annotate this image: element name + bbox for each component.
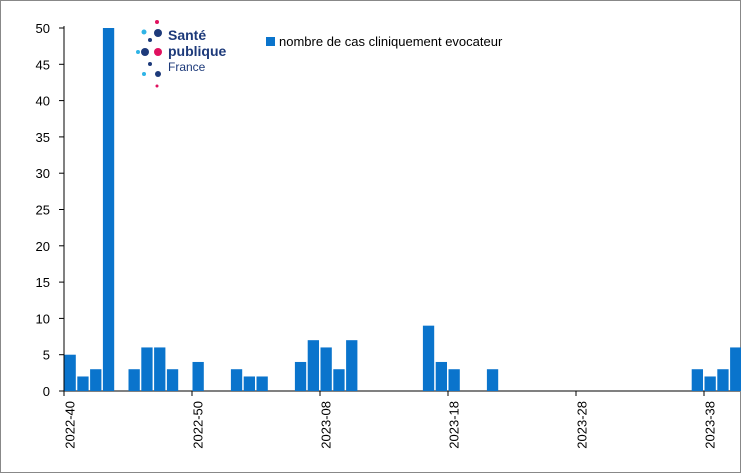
y-tick-label: 30 <box>36 166 50 181</box>
y-tick-label: 0 <box>43 384 50 399</box>
y-tick-label: 10 <box>36 311 50 326</box>
logo-dot <box>155 20 159 24</box>
bar <box>128 369 140 391</box>
bar <box>346 340 358 391</box>
bar <box>102 28 115 391</box>
y-tick-label: 20 <box>36 239 50 254</box>
legend-swatch <box>266 37 275 46</box>
x-tick-label: 2022-50 <box>190 401 205 449</box>
bar <box>64 354 76 391</box>
y-tick-label: 35 <box>36 130 50 145</box>
x-tick-label: 2023-08 <box>318 401 333 449</box>
bar <box>256 376 268 391</box>
logo-dot <box>148 38 152 42</box>
legend-label: nombre de cas cliniquement evocateur <box>279 34 503 49</box>
logo-dot <box>141 48 149 56</box>
bar <box>243 376 255 391</box>
logo-dot <box>136 50 140 54</box>
bar <box>730 347 741 391</box>
y-tick-label: 5 <box>43 348 50 363</box>
logo-dot <box>154 29 162 37</box>
bar <box>294 361 307 391</box>
y-tick-label: 25 <box>36 203 50 218</box>
bar <box>486 369 499 391</box>
bar <box>307 340 319 391</box>
bar <box>154 347 166 391</box>
bar <box>448 369 460 391</box>
bar <box>435 361 447 391</box>
bar <box>230 369 243 391</box>
bar <box>192 361 204 391</box>
bar <box>422 325 435 391</box>
logo-dot <box>142 72 146 76</box>
bar <box>691 369 703 391</box>
bar <box>77 376 89 391</box>
bar <box>333 369 345 391</box>
bar <box>320 347 332 391</box>
logo-dot <box>148 62 152 66</box>
y-tick-label: 40 <box>36 94 50 109</box>
y-tick-label: 45 <box>36 57 50 72</box>
logo: Santé publique France <box>136 20 227 88</box>
logo-dot <box>155 84 159 88</box>
bar <box>141 347 153 391</box>
bar <box>717 369 729 391</box>
logo-text: Santé <box>168 27 206 43</box>
logo-text: France <box>168 60 206 74</box>
x-tick-label: 2023-28 <box>574 401 589 449</box>
x-tick-label: 2022-40 <box>62 401 77 449</box>
logo-dot <box>155 71 161 77</box>
x-tick-label: 2023-18 <box>446 401 461 449</box>
y-tick-label: 50 <box>36 21 50 36</box>
bar <box>90 369 102 391</box>
bar <box>166 369 179 391</box>
logo-text: publique <box>168 43 227 59</box>
bar <box>704 376 716 391</box>
logo-dot <box>141 29 147 35</box>
logo-dot <box>154 48 162 56</box>
x-tick-label: 2023-38 <box>702 401 717 449</box>
y-tick-label: 15 <box>36 275 50 290</box>
